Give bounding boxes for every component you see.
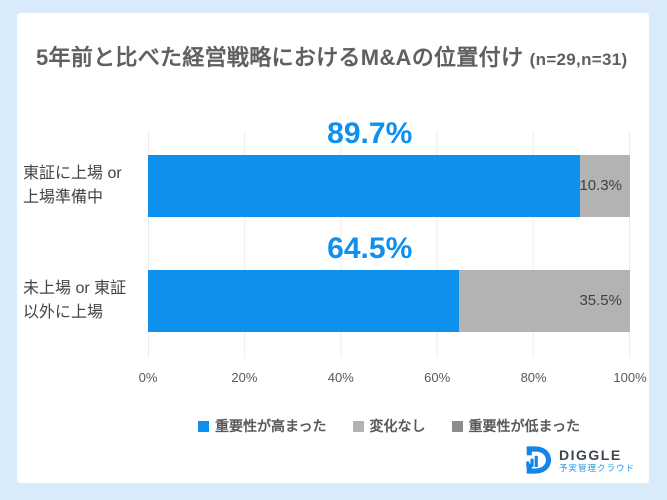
legend-label: 重要性が高まった — [215, 418, 327, 434]
bar-segment-no-change: 35.5% — [458, 270, 630, 332]
bar-segment-no-change: 10.3% — [579, 155, 630, 217]
value-label: 89.7% — [148, 117, 630, 155]
x-tick-label: 20% — [231, 370, 258, 385]
category-label: 東証に上場 or 上場準備中 — [23, 165, 122, 206]
legend-item: 重要性が高まった — [198, 416, 327, 436]
diggle-logo-icon — [524, 446, 552, 474]
row-gap — [148, 217, 630, 232]
category-label: 未上場 or 東証 以外に上場 — [23, 280, 127, 321]
page-title: 5年前と比べた経営戦略におけるM&Aの位置付け (n=29,n=31) — [36, 43, 636, 75]
logo-tagline: 予実管理クラウド — [558, 462, 635, 473]
segment-label: 35.5% — [579, 292, 622, 309]
logo-wordmark: DIGGLE — [558, 446, 622, 463]
legend-item: 重要性が低まった — [451, 416, 580, 436]
legend-swatch — [352, 420, 364, 432]
bar-segment-increased — [148, 270, 459, 332]
legend-label: 重要性が低まった — [468, 418, 580, 434]
segment-label: 10.3% — [579, 177, 622, 194]
diggle-logo: DIGGLE 予実管理クラウド — [522, 445, 635, 475]
chart-card: 5年前と比べた経営戦略におけるM&Aの位置付け (n=29,n=31) 89.7… — [17, 13, 649, 483]
legend-swatch — [451, 420, 463, 432]
x-tick-label: 80% — [520, 370, 547, 385]
title-text: 5年前と比べた経営戦略におけるM&Aの位置付け — [36, 45, 524, 70]
legend-label: 変化なし — [369, 418, 426, 434]
bar-row: 10.3% — [148, 155, 630, 217]
value-label: 64.5% — [148, 232, 630, 270]
x-tick-label: 40% — [327, 370, 354, 385]
chart-legend: 重要性が高まった 変化なし 重要性が低まった — [148, 416, 630, 436]
x-tick-label: 100% — [613, 370, 647, 385]
bar-segment-increased — [148, 155, 581, 217]
x-axis: 0% 20% 40% 60% 80% 100% — [139, 370, 647, 386]
value-label-text: 89.7% — [327, 117, 413, 150]
bar-chart: 89.7% 10.3% 64.5% 35.5% — [148, 117, 630, 358]
bar-row: 35.5% — [148, 270, 630, 332]
legend-item: 変化なし — [352, 416, 426, 436]
x-tick-label: 60% — [424, 370, 451, 385]
x-tick-label: 0% — [138, 370, 158, 385]
value-label-text: 64.5% — [327, 232, 413, 265]
legend-swatch — [198, 420, 210, 432]
chart-rows: 89.7% 10.3% 64.5% 35.5% — [148, 117, 630, 332]
sample-size-note: (n=29,n=31) — [529, 50, 628, 69]
